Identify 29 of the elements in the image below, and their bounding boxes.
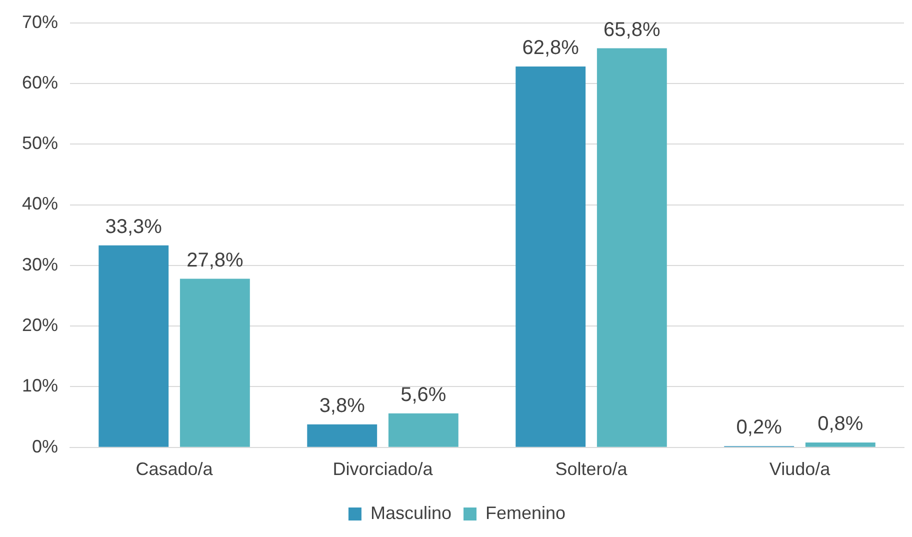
bar bbox=[307, 424, 378, 447]
legend-label: Femenino bbox=[485, 502, 566, 523]
bar bbox=[516, 66, 586, 447]
data-label: 5,6% bbox=[400, 384, 446, 406]
y-tick-label: 20% bbox=[22, 315, 58, 336]
data-label: 3,8% bbox=[319, 394, 366, 417]
data-label: 0,8% bbox=[818, 413, 864, 436]
legend-label: Masculino bbox=[370, 502, 452, 523]
y-tick-label: 60% bbox=[22, 72, 58, 92]
x-tick-label: Casado/a bbox=[136, 459, 214, 480]
data-label: 65,8% bbox=[604, 18, 660, 41]
data-label: 33,3% bbox=[105, 216, 162, 238]
y-tick-label: 40% bbox=[22, 194, 58, 214]
bar bbox=[388, 413, 458, 447]
y-tick-label: 10% bbox=[22, 376, 58, 396]
y-tick-label: 30% bbox=[22, 254, 58, 274]
bar bbox=[98, 245, 169, 447]
data-label: 0,2% bbox=[736, 416, 782, 439]
bar bbox=[596, 48, 667, 447]
bar bbox=[180, 278, 250, 447]
y-tick-label: 50% bbox=[22, 133, 58, 154]
y-tick-label: 70% bbox=[22, 12, 58, 32]
data-label: 27,8% bbox=[186, 249, 244, 272]
x-tick-label: Soltero/a bbox=[555, 459, 628, 480]
data-label: 62,8% bbox=[522, 36, 580, 59]
x-tick-label: Divorciado/a bbox=[332, 459, 434, 480]
x-tick-label: Viudo/a bbox=[769, 459, 832, 480]
bar bbox=[805, 442, 876, 447]
y-tick-label: 0% bbox=[32, 436, 58, 456]
